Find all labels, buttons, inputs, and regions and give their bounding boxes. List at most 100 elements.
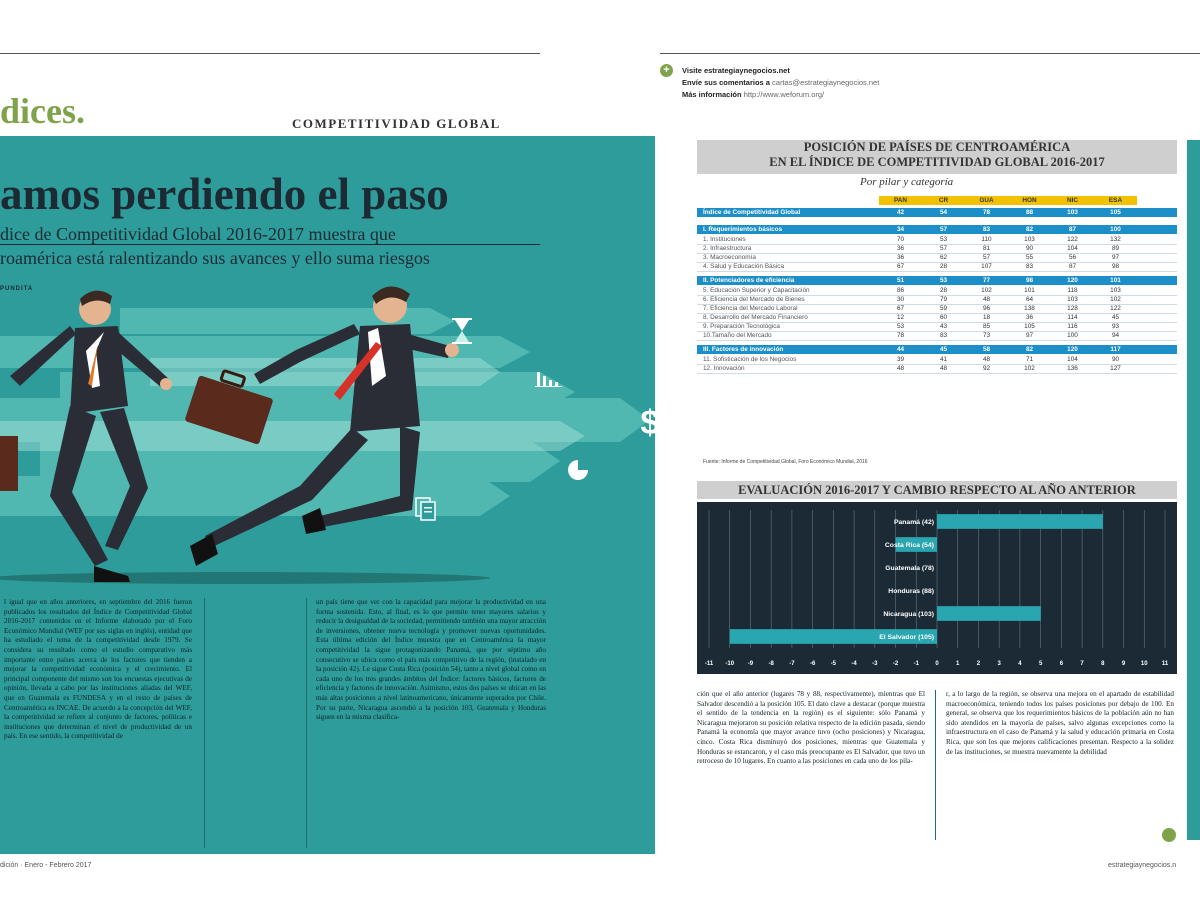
cell-value: 79 bbox=[939, 296, 948, 303]
cell-value: 55 bbox=[1025, 254, 1034, 261]
cell-value: 57 bbox=[939, 226, 948, 233]
column-divider bbox=[935, 690, 936, 840]
cell-value: 122 bbox=[1110, 305, 1121, 312]
page-footer-right: estrategiaynegocios.n bbox=[1108, 862, 1177, 869]
category-label: Honduras (88) bbox=[888, 588, 934, 595]
cell-value: 81 bbox=[982, 245, 991, 252]
row-label: 5. Educación Superior y Capacitación bbox=[703, 287, 810, 294]
page-number-badge bbox=[1162, 828, 1176, 842]
pie-chart-icon bbox=[568, 458, 590, 480]
cell-value: 92 bbox=[982, 365, 991, 372]
send-line: Envíe sus comentarios a cartas@estrategi… bbox=[682, 78, 880, 87]
cell-value: 87 bbox=[1068, 263, 1077, 270]
cell-value: 44 bbox=[896, 346, 905, 353]
x-tick-label: 1 bbox=[956, 661, 960, 667]
deck-line-2: roamérica está ralentizando sus avances … bbox=[0, 248, 430, 268]
cell-value: 60 bbox=[939, 314, 948, 321]
table-row: 4. Salud y Educación Básica 67 28 107 83 87 98 bbox=[697, 262, 1177, 272]
cell-value: 36 bbox=[1025, 314, 1034, 321]
bar bbox=[895, 537, 937, 552]
x-tick-label: 2 bbox=[977, 661, 981, 667]
cell-value: 138 bbox=[1024, 305, 1035, 312]
x-tick-label: -3 bbox=[872, 661, 878, 667]
bar bbox=[937, 606, 1041, 621]
cell-value: 48 bbox=[982, 356, 991, 363]
x-tick-label: -8 bbox=[769, 661, 775, 667]
cell-value: 122 bbox=[1067, 236, 1078, 243]
body-column-1: l igual que en años anteriores, en septi… bbox=[4, 598, 192, 741]
x-tick-label: -9 bbox=[748, 661, 754, 667]
table-row: 5. Educación Superior y Capacitación 86 28… bbox=[697, 286, 1177, 296]
x-tick-label: -1 bbox=[914, 661, 920, 667]
cell-value: 36 bbox=[896, 254, 905, 261]
x-tick-label: 10 bbox=[1141, 661, 1148, 667]
cell-value: 117 bbox=[1110, 346, 1121, 353]
documents-icon bbox=[415, 497, 436, 521]
cell-value: 82 bbox=[1025, 346, 1034, 353]
cell-value: 83 bbox=[1025, 263, 1034, 270]
table-row: 9. Preparación Tecnológica 53 43 85 105 116 93 bbox=[697, 322, 1177, 332]
cell-value: GUA bbox=[965, 196, 1008, 205]
x-tick-label: 5 bbox=[1039, 661, 1043, 667]
cell-value: 101 bbox=[1110, 277, 1121, 284]
cell-value: 105 bbox=[1024, 323, 1035, 330]
cell-value: 48 bbox=[982, 296, 991, 303]
row-label: II. Potenciadores de eficiencia bbox=[703, 277, 795, 284]
table-index-row: Índice de Competitividad Global 42 54 78 88 1… bbox=[697, 208, 1177, 217]
cell-value: 102 bbox=[981, 287, 992, 294]
x-tick-label: -10 bbox=[725, 661, 734, 667]
chart-title: EVALUACIÓN 2016-2017 Y CAMBIO RESPECTO A… bbox=[697, 481, 1177, 499]
headline: amos perdiendo el paso bbox=[0, 169, 449, 219]
visit-line: Visite estrategiaynegocios.net bbox=[682, 66, 790, 75]
x-tick-label: -7 bbox=[789, 661, 795, 667]
cell-value: 136 bbox=[1067, 365, 1078, 372]
row-label: I. Requerimientos básicos bbox=[703, 226, 783, 233]
cell-value: 103 bbox=[1110, 287, 1121, 294]
deck-line-1: dice de Competitividad Global 2016-2017 … bbox=[0, 224, 396, 244]
cell-value: 128 bbox=[1067, 305, 1078, 312]
cell-value: 53 bbox=[939, 277, 948, 284]
category-label: El Salvador (105) bbox=[879, 634, 934, 641]
row-label: 6. Eficiencia del Mercado de Bienes bbox=[703, 296, 805, 303]
table-group-row: II. Potenciadores de eficiencia 51 53 77 98 1… bbox=[697, 276, 1177, 285]
cell-value: 87 bbox=[1068, 226, 1077, 233]
category-label: Panamá (42) bbox=[894, 519, 934, 526]
row-label: 1. Instituciones bbox=[703, 236, 746, 243]
x-tick-label: -11 bbox=[705, 661, 714, 667]
x-tick-label: 4 bbox=[1018, 661, 1022, 667]
row-label: 4. Salud y Educación Básica bbox=[703, 263, 784, 270]
cell-value: HON bbox=[1008, 196, 1051, 205]
table-row: 6. Eficiencia del Mercado de Bienes 30 79 4… bbox=[697, 295, 1177, 305]
x-tick-label: 11 bbox=[1162, 661, 1169, 667]
cell-value: 97 bbox=[1111, 254, 1120, 261]
cell-value: 105 bbox=[1110, 209, 1121, 216]
cell-value: 67 bbox=[896, 305, 905, 312]
cell-value: 57 bbox=[982, 254, 991, 261]
x-tick-label: 8 bbox=[1101, 661, 1105, 667]
x-tick-label: -6 bbox=[810, 661, 816, 667]
row-label: 9. Preparación Tecnológica bbox=[703, 323, 780, 330]
cell-value: 100 bbox=[1110, 226, 1121, 233]
table-row: 3. Macroeconomía 36 62 57 55 56 97 bbox=[697, 253, 1177, 263]
change-bar-chart: -11 -10 -9 -8 -7 -6 -5 -4 -3 -2 -1 0 1 2 3 4 5 6 7 8 9 10 11Pa… bbox=[705, 510, 1169, 667]
cell-value: 78 bbox=[982, 209, 991, 216]
cell-value: 88 bbox=[1025, 209, 1034, 216]
cell-value: 62 bbox=[939, 254, 948, 261]
cell-value: 18 bbox=[982, 314, 991, 321]
cell-value: CR bbox=[922, 196, 965, 205]
businessmen-running-illustration: $ bbox=[0, 286, 655, 584]
cell-value: 103 bbox=[1024, 236, 1035, 243]
cell-value: 34 bbox=[896, 226, 905, 233]
cell-value: 45 bbox=[1111, 314, 1120, 321]
cell-value: 116 bbox=[1067, 323, 1078, 330]
table-group-row: I. Requerimientos básicos 34 57 83 82 87 100 bbox=[697, 225, 1177, 234]
cell-value: 120 bbox=[1067, 277, 1078, 284]
deck-rule bbox=[0, 244, 540, 245]
bar bbox=[937, 514, 1103, 529]
cell-value: 103 bbox=[1067, 209, 1078, 216]
row-label: 10.Tamaño del Mercado bbox=[703, 332, 772, 339]
table-row: 8. Desarrollo del Mercado Financiero 12 60… bbox=[697, 313, 1177, 323]
cell-value: 48 bbox=[896, 365, 905, 372]
row-label: 8. Desarrollo del Mercado Financiero bbox=[703, 314, 808, 321]
cell-value: 100 bbox=[1067, 332, 1078, 339]
